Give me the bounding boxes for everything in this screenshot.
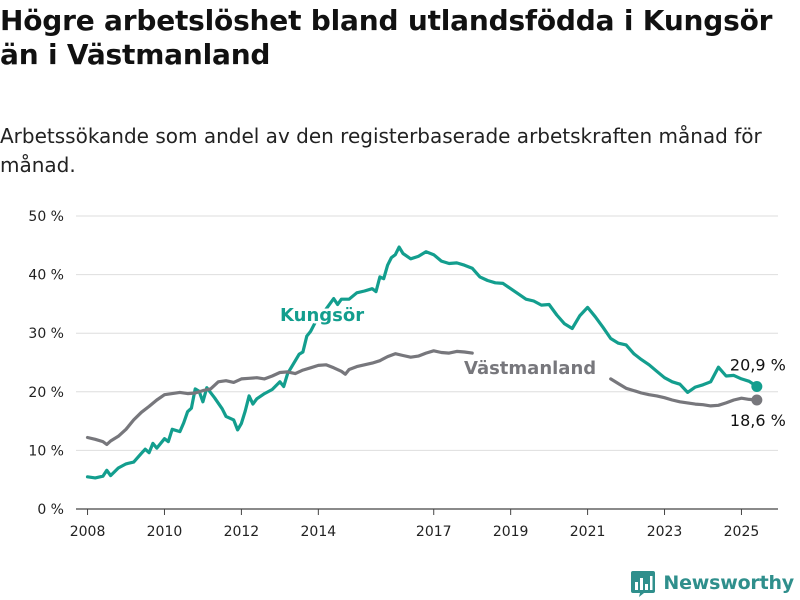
- series-name-label: Kungsör: [280, 305, 364, 326]
- x-tick-label: 2023: [647, 524, 683, 540]
- x-tick-label: 2019: [493, 524, 529, 540]
- chart-subtitle: Arbetssökande som andel av den registerb…: [0, 124, 762, 177]
- x-tick-label: 2014: [301, 524, 337, 540]
- series-name-label: Västmanland: [464, 358, 596, 379]
- series-line-v-stmanland: [85, 349, 474, 447]
- x-tick-label: 2025: [724, 524, 760, 540]
- y-tick-label: 10 %: [28, 443, 64, 459]
- end-value-label: 20,9 %: [730, 356, 786, 375]
- y-tick-label: 0 %: [37, 502, 64, 518]
- newsworthy-logo-icon: [631, 571, 656, 597]
- series-line-v-stmanland: [609, 377, 759, 408]
- y-tick-label: 50 %: [28, 209, 64, 225]
- x-tick-label: 2010: [147, 524, 183, 540]
- end-point-marker: [751, 394, 763, 406]
- brand-logo: Newsworthy: [630, 568, 794, 598]
- end-value-label: 18,6 %: [730, 411, 786, 430]
- y-tick-label: 30 %: [28, 326, 64, 342]
- x-tick-label: 2017: [416, 524, 452, 540]
- chart-title: Högre arbetslöshet bland utlandsfödda i …: [0, 4, 773, 71]
- y-tick-label: 40 %: [28, 268, 64, 284]
- x-tick-label: 2012: [224, 524, 260, 540]
- end-point-marker: [751, 381, 763, 393]
- y-tick-label: 20 %: [28, 385, 64, 401]
- x-tick-label: 2021: [570, 524, 606, 540]
- brand-name: Newsworthy: [663, 572, 794, 594]
- series-line-kungs-r: [85, 245, 759, 480]
- x-tick-label: 2008: [70, 524, 106, 540]
